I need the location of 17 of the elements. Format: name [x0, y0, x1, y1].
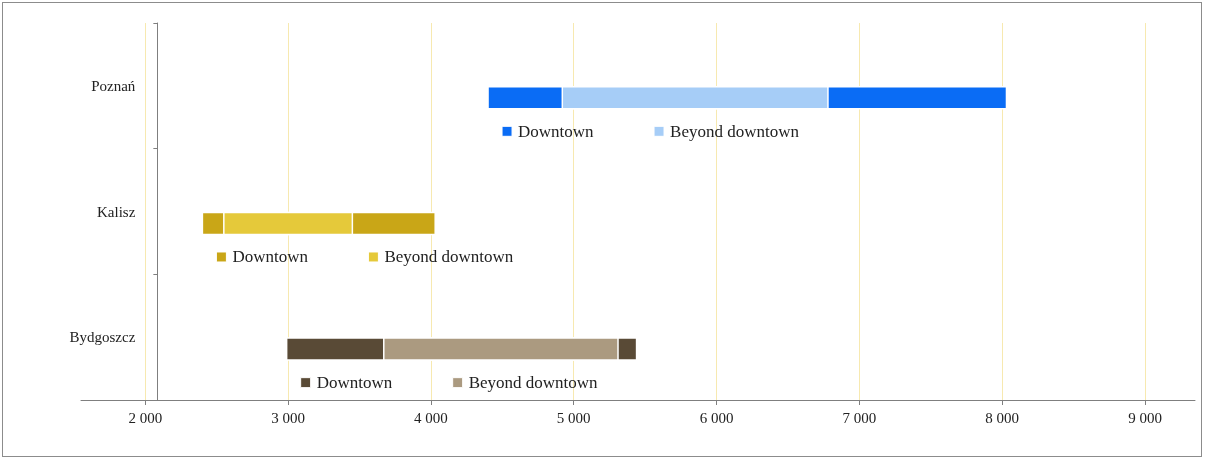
x-tick-label: 2 000: [128, 409, 163, 426]
x-tick-label: 5 000: [556, 409, 591, 426]
y-tick-label: Poznań: [91, 77, 136, 94]
y-tick-label: Kalisz: [97, 203, 136, 220]
x-tick-label: 8 000: [985, 409, 1020, 426]
legend-label: Beyond downtown: [384, 247, 514, 267]
legend-label: Beyond downtown: [468, 373, 599, 393]
x-tick-label: 6 000: [699, 409, 734, 426]
legend-label: Downtown: [518, 121, 595, 141]
x-tick-label: 4 000: [414, 409, 448, 426]
legend-label: Downtown: [232, 247, 309, 267]
x-tick-label: 3 000: [271, 409, 305, 426]
y-tick-label: Bydgoszcz: [69, 329, 136, 346]
x-tick-label: 9 000: [1128, 409, 1162, 426]
x-tick-label: 7 000: [842, 409, 877, 426]
legend-label: Beyond downtown: [670, 121, 800, 141]
legend-label: Downtown: [316, 373, 393, 393]
